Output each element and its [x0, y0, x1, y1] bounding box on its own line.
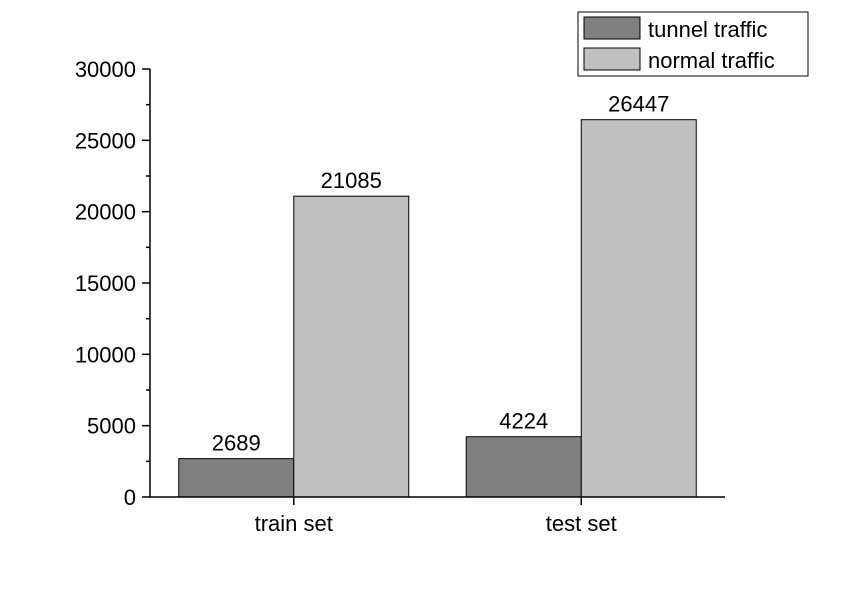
legend-swatch-tunnel-traffic — [583, 16, 641, 40]
x-tick-label-1: test set — [546, 511, 617, 536]
legend: tunnel traffic normal traffic — [577, 11, 809, 77]
x-tick-label-0: train set — [255, 511, 333, 536]
y-tick-label-3: 15000 — [75, 271, 136, 296]
bar-1-1 — [580, 119, 697, 498]
data-label-0-0: 2689 — [212, 431, 261, 456]
legend-label-tunnel-traffic: tunnel traffic — [648, 17, 767, 42]
data-label-1-0: 21085 — [321, 168, 382, 193]
y-tick-label-5: 25000 — [75, 128, 136, 153]
data-label-0-1: 4224 — [499, 409, 548, 434]
data-label-1-1: 26447 — [608, 92, 669, 117]
y-tick-label-4: 20000 — [75, 200, 136, 225]
legend-swatch-normal-traffic — [583, 47, 641, 71]
plot-area: 2689 21085 train set 4224 26447 test set 0 5000… — [75, 57, 725, 536]
bar-1-0 — [293, 195, 410, 498]
y-tick-label-2: 10000 — [75, 342, 136, 367]
y-tick-label-1: 5000 — [87, 414, 136, 439]
y-tick-label-0: 0 — [124, 485, 136, 510]
bar-0-1 — [465, 436, 582, 498]
y-tick-label-6: 30000 — [75, 57, 136, 82]
legend-label-normal-traffic: normal traffic — [648, 48, 775, 73]
bar-0-0 — [178, 458, 295, 498]
